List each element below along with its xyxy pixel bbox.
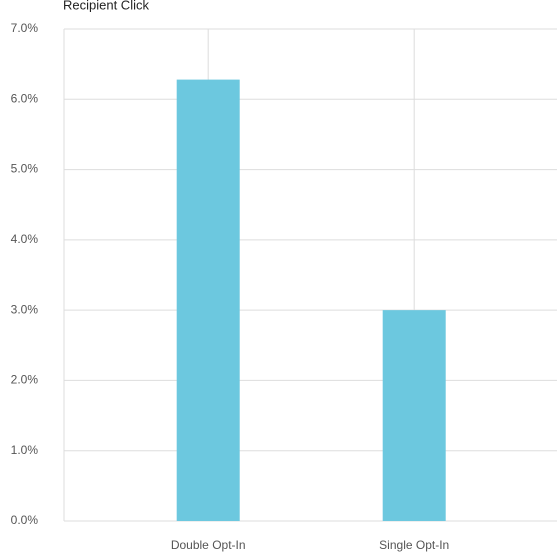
x-tick-label: Double Opt-In xyxy=(171,538,246,552)
y-tick-label: 4.0% xyxy=(11,232,39,246)
chart-title: Recipient Click xyxy=(63,0,149,12)
y-tick-label: 3.0% xyxy=(11,302,39,316)
y-tick-label: 1.0% xyxy=(11,443,39,457)
y-tick-label: 5.0% xyxy=(11,162,39,176)
y-tick-label: 2.0% xyxy=(11,373,39,387)
y-tick-label: 6.0% xyxy=(11,91,39,105)
bar xyxy=(176,79,240,521)
bar xyxy=(382,310,446,521)
y-tick-label: 7.0% xyxy=(11,21,39,35)
y-tick-label: 0.0% xyxy=(11,513,39,527)
x-tick-label: Single Opt-In xyxy=(379,538,449,552)
